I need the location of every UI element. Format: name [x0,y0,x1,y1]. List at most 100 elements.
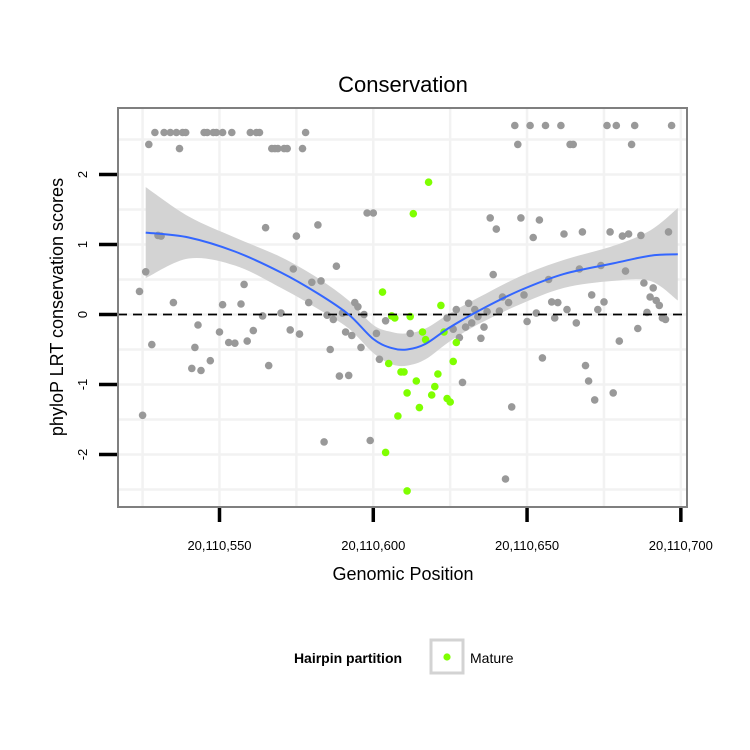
conservation-point [578,228,587,236]
conservation-point [231,339,239,348]
conservation-point [612,121,621,130]
conservation-point [169,298,178,307]
conservation-point [664,228,673,236]
y-tick-label: -1 [75,379,90,391]
x-tick-label: 20,110,550 [187,538,251,553]
conservation-point [560,230,568,238]
conservation-point [277,309,285,317]
conservation-point [520,291,528,299]
conservation-point [600,298,608,306]
conservation-point [655,301,664,310]
conservation-point [563,305,571,314]
smooth-line [145,231,678,351]
mature-point [434,370,442,378]
y-axis-ticks: -2 -1 0 1 2 [75,171,117,460]
conservation-point [224,338,233,347]
conservation-point [249,326,258,335]
conservation-point [547,298,556,306]
conservation-point [584,377,593,385]
conservation-point [357,343,365,352]
conservation-point [341,328,350,336]
chart-title: Conservation [338,72,468,97]
conservation-point [181,128,190,137]
conservation-point [554,298,562,307]
conservation-point [289,265,298,273]
y-tick-label: 2 [75,171,90,178]
conservation-point [320,438,328,446]
conservation-point [317,277,325,285]
conservation-point [145,140,153,149]
mature-point [394,412,402,420]
conservation-point [375,355,384,364]
conservation-point [203,128,211,137]
conservation-point [329,315,338,324]
y-tick-label: 0 [75,311,90,318]
conservation-point [344,371,353,380]
mature-point [446,398,455,406]
conservation-point [215,328,224,336]
mature-point [427,391,436,399]
conservation-point [141,268,150,276]
conservation-point [517,214,525,222]
conservation-point [495,307,504,315]
conservation-point [366,436,375,445]
conservation-point [458,378,467,387]
conservation-point [501,475,510,483]
x-axis-ticks: 20,110,550 20,110,600 20,110,650 20,110,700 [187,508,713,553]
conservation-point [452,305,461,314]
legend: Hairpin partition Mature [294,638,514,675]
conservation-point [621,267,630,275]
mature-point [403,389,411,397]
conservation-point [175,144,184,153]
conservation-point [606,228,614,236]
conservation-point [492,225,501,233]
conservation-point [624,230,633,238]
plot-panel [117,107,688,508]
conservation-point [246,128,255,137]
conservation-point [477,334,485,343]
conservation-point [618,232,627,240]
conservation-point [529,233,537,242]
conservation-point [535,216,544,224]
conservation-point [615,337,624,345]
conservation-point [372,329,381,338]
conservation-point [587,291,596,299]
conservation-point [335,372,344,380]
conservation-point [332,262,341,271]
conservation-point [627,140,636,149]
conservation-point [292,232,301,240]
conservation-point [634,324,642,333]
conservation-point [274,144,282,153]
conservation-point [538,354,547,362]
mature-point [409,209,418,218]
x-tick-label: 20,110,700 [649,538,713,553]
conservation-point [541,121,550,130]
conservation-point [550,314,559,322]
conservation-point [135,287,144,296]
conservation-point [304,298,313,307]
conservation-point [326,345,335,354]
mature-point [449,357,458,366]
points-layer [135,121,676,495]
y-axis-title: phyloP LRT conservation scores [47,178,67,436]
conservation-point [286,326,295,334]
conservation-point [314,221,322,229]
legend-label-mature: Mature [470,650,514,666]
conservation-point [243,337,251,345]
conservation-point [646,293,654,301]
conservation-point [649,284,657,292]
conservation-point [523,317,531,326]
conservation-point [630,121,639,130]
conservation-point [298,144,307,153]
conservation-point [603,121,611,130]
mature-point [421,335,430,344]
conservation-point [218,300,227,309]
conservation-point [151,128,159,137]
conservation-point [406,329,415,338]
mature-point [412,377,421,385]
conservation-point [467,319,476,327]
conservation-point [526,121,534,130]
conservation-point [301,128,310,137]
conservation-point [261,223,270,232]
